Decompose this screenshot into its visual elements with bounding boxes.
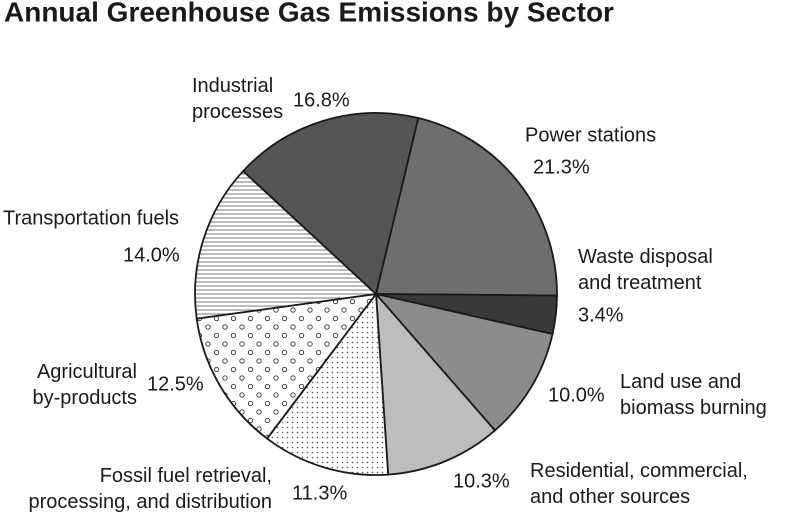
value-label: 21.3% [533,156,590,178]
slice-label: Fossil fuel retrieval, processing, and di… [29,465,272,513]
slice-label: Agricultural by-products [33,361,138,409]
slice-label: Power stations [525,124,656,146]
pie-slice [241,112,420,296]
value-label: 10.0% [548,384,605,406]
pie-slice [195,292,379,440]
value-label: 14.0% [123,244,180,266]
pie-slice [374,116,558,297]
slice-label: Residential, commercial, and other source… [530,460,748,508]
value-label: 10.3% [453,470,510,492]
value-label: 16.8% [293,89,350,111]
value-label: 12.5% [147,373,204,395]
chart-title: Annual Greenhouse Gas Emissions by Secto… [4,0,614,27]
pie-slice [374,291,497,476]
value-label: 11.3% [292,482,347,504]
slice-label: Waste disposal and treatment [578,246,713,294]
pie-slice [265,291,390,476]
pie-slice [373,292,554,432]
slice-label: Transportation fuels [3,207,179,229]
slice-label: Industrial processes [192,75,283,123]
slice-label: Land use and biomass burning [620,371,767,419]
value-label: 3.4% [578,304,624,326]
pie-slice [194,169,379,320]
